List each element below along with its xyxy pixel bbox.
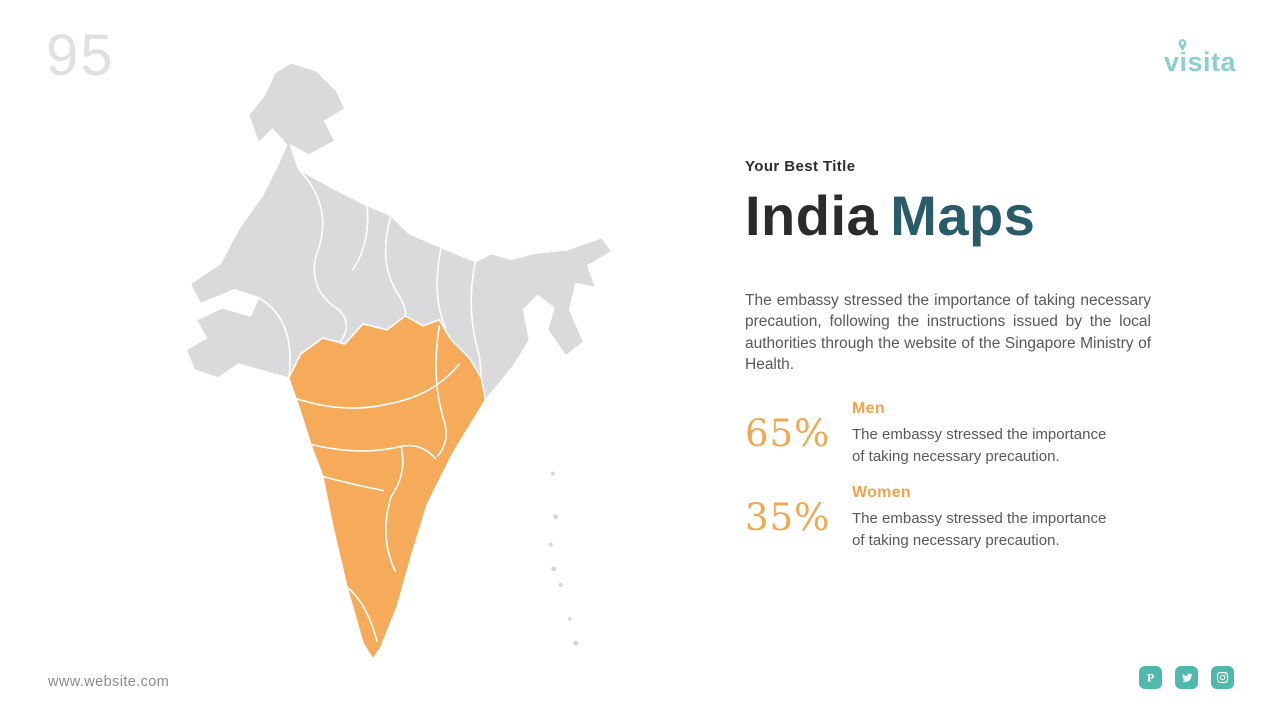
stat-label-men: Men	[852, 399, 885, 417]
content-panel: Your Best Title India Maps The embassy st…	[745, 158, 1151, 568]
andaman-islands	[548, 471, 579, 646]
stat-label-women: Women	[852, 483, 911, 501]
stat-description-men: The embassy stressed the importance of t…	[852, 425, 1107, 465]
india-map	[138, 56, 620, 660]
stat-description-women: The embassy stressed the importance of t…	[852, 509, 1107, 549]
state-borders-north	[257, 168, 483, 379]
website-url: www.website.com	[48, 674, 170, 690]
stat-row-men: 65% Men The embassy stressed the importa…	[745, 400, 1151, 468]
stat-value-men: 65%	[745, 411, 831, 455]
stat-row-women: 35% Women The embassy stressed the impor…	[745, 484, 1151, 552]
stat-value-women: 35%	[745, 495, 831, 539]
stats-list: 65% Men The embassy stressed the importa…	[745, 400, 1151, 552]
intro-paragraph: The embassy stressed the importance of t…	[745, 291, 1151, 374]
visita-logo: visita	[1163, 39, 1236, 80]
pinterest-glyph: P	[1147, 673, 1155, 684]
twitter-icon[interactable]	[1175, 666, 1198, 689]
state-borders-south	[293, 325, 461, 642]
social-links: P	[1139, 666, 1234, 689]
page-title-part1: India	[745, 184, 879, 247]
instagram-icon[interactable]	[1211, 666, 1234, 689]
page-title-part2: Maps	[890, 184, 1036, 247]
eyebrow-title: Your Best Title	[745, 158, 856, 175]
logo-text: visita	[1163, 47, 1236, 77]
location-pin-icon	[1177, 38, 1188, 54]
page-title: India Maps	[745, 184, 1151, 247]
slide-number: 95	[46, 23, 115, 88]
pinterest-icon[interactable]: P	[1139, 666, 1162, 689]
india-highlighted-states	[287, 315, 487, 660]
